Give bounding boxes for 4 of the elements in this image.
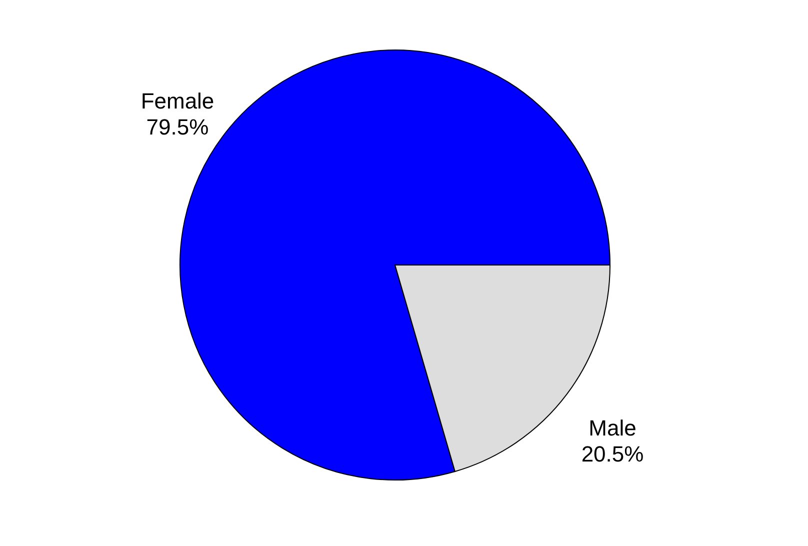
slice-label: Male: [588, 415, 636, 440]
slice-label: Female: [140, 88, 214, 114]
data-label: 79.5%: [146, 114, 209, 140]
data-label: 20.5%: [581, 441, 644, 466]
